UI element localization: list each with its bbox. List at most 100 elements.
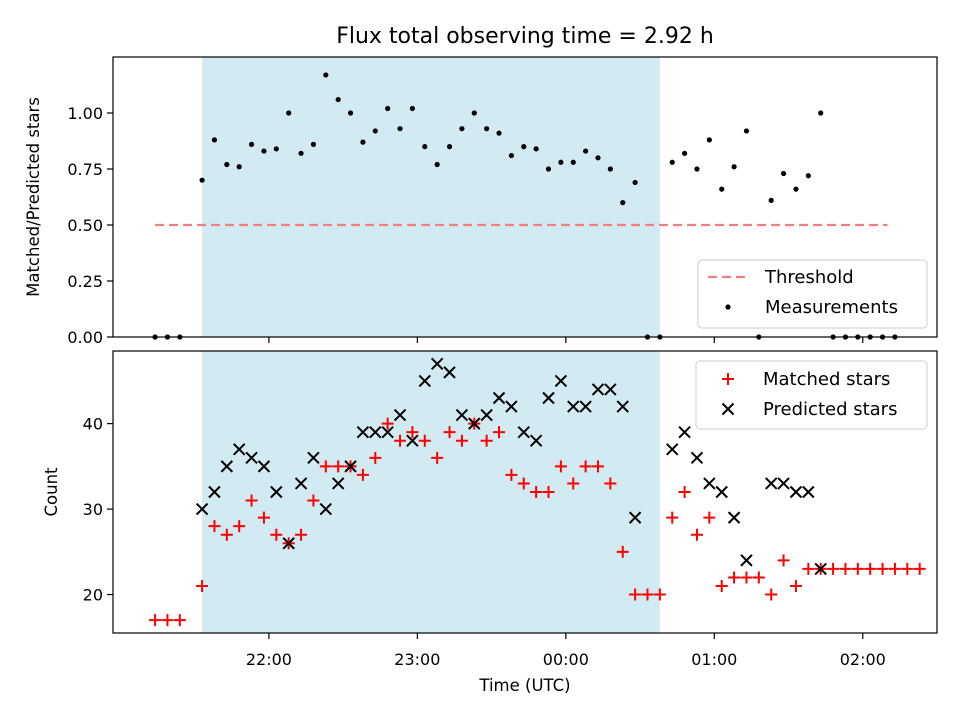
matched-star-point [678, 486, 691, 498]
measurement-point [360, 139, 366, 145]
x-axis-label: Time (UTC) [478, 676, 570, 695]
measurement-point [632, 179, 638, 186]
measurement-point [694, 166, 700, 172]
observing-band [202, 57, 660, 337]
matched-star-point [505, 468, 518, 481]
x-tick-label: 23:00 [394, 650, 440, 669]
measurement-point [669, 159, 675, 165]
y-tick-label: 0.50 [67, 216, 103, 235]
matched-star-point [443, 426, 456, 439]
matched-star-point [690, 528, 703, 541]
matched-star-point [418, 434, 431, 447]
matched-star-point [740, 571, 753, 584]
predicted-star-point [727, 511, 741, 524]
predicted-star-point [480, 408, 493, 422]
matched-star-point [480, 434, 493, 447]
measurement-point [459, 126, 465, 132]
measurement-point [521, 144, 527, 150]
matched-star-point [728, 571, 741, 584]
measurement-point [719, 186, 725, 192]
x-tick-label: 22:00 [246, 650, 292, 669]
matched-star-point [629, 588, 642, 601]
x-tick-label: 02:00 [840, 650, 886, 669]
predicted-star-point [529, 434, 543, 447]
matched-star-point [616, 545, 629, 558]
measurement-point [199, 177, 205, 183]
matched-star-point [149, 614, 162, 627]
matched-star-point [431, 451, 444, 464]
predicted-star-point [542, 391, 555, 405]
predicted-star-point [814, 562, 827, 576]
matched-star-point [666, 511, 679, 524]
predicted-star-point [777, 477, 790, 490]
measurement-point [793, 186, 799, 192]
predicted-star-point [418, 374, 431, 388]
predicted-star-point [690, 451, 704, 465]
matched-star-point [295, 528, 308, 541]
measurement-point [323, 72, 329, 78]
plot-frame [112, 56, 938, 338]
matched-star-point [245, 494, 258, 507]
measurement-point [236, 164, 242, 170]
matched-star-point [542, 486, 555, 498]
predicted-star-point [282, 537, 295, 550]
matched-star-point [567, 477, 580, 490]
predicted-star-point [344, 460, 357, 473]
measurement-point [805, 173, 811, 179]
matched-star-point [173, 614, 186, 627]
predicted-star-point [505, 400, 518, 413]
matched-star-point [394, 434, 407, 447]
measurement-point [570, 159, 576, 165]
predicted-star-point [455, 408, 469, 422]
predicted-star-point [567, 400, 580, 413]
measurement-point [298, 150, 304, 156]
measurement-point [484, 126, 490, 132]
measurement-point [533, 146, 539, 152]
legend-predicted-swatch [721, 402, 735, 416]
y-axis-label: Matched/Predicted stars [24, 97, 43, 297]
predicted-star-point [492, 391, 506, 405]
predicted-star-point [666, 443, 679, 456]
matched-star-point [789, 580, 802, 592]
predicted-star-point [270, 485, 283, 499]
predicted-star-point [430, 357, 444, 371]
predicted-star-point [789, 485, 803, 499]
matched-star-point [591, 460, 604, 473]
predicted-star-point [740, 554, 753, 567]
matched-star-point [703, 511, 716, 524]
predicted-star-point [591, 383, 605, 396]
predicted-star-point [331, 477, 345, 490]
matched-star-point [319, 460, 332, 473]
predicted-star-point [678, 425, 691, 439]
predicted-star-point [356, 425, 370, 439]
top-panel: 0.00 0.25 0.50 0.75 1.00 Matched/Predicted st… [24, 56, 938, 347]
predicted-star-point [195, 502, 209, 516]
matched-star-point [257, 511, 270, 524]
matched-star-point [406, 426, 419, 439]
measurement-point [347, 110, 354, 116]
measurement-point [558, 159, 564, 165]
y-tick-label: 0.75 [67, 160, 103, 179]
measurement-point [545, 166, 552, 172]
measurement-point [607, 166, 613, 172]
bottom-panel: 20 30 40 Count 22:00 23:00 00:00 01:00 02:00 Matc… [42, 350, 938, 669]
matched-star-point [913, 562, 926, 575]
predicted-star-point [257, 460, 271, 473]
matched-star-point [332, 460, 345, 473]
measurement-point [471, 110, 477, 116]
measurement-point [446, 144, 453, 150]
matched-star-point [653, 588, 666, 601]
matched-star-point [579, 460, 592, 473]
predicted-star-point [554, 374, 568, 388]
matched-star-point [381, 417, 394, 430]
measurement-point [286, 110, 292, 116]
predicted-star-point [765, 477, 778, 490]
predicted-star-point [319, 502, 333, 516]
matched-star-point [888, 562, 901, 575]
legend-box [697, 259, 928, 329]
matched-star-point [208, 520, 221, 533]
matched-star-point [604, 477, 617, 490]
predicted-star-point [628, 511, 642, 524]
measurement-point [211, 137, 218, 143]
